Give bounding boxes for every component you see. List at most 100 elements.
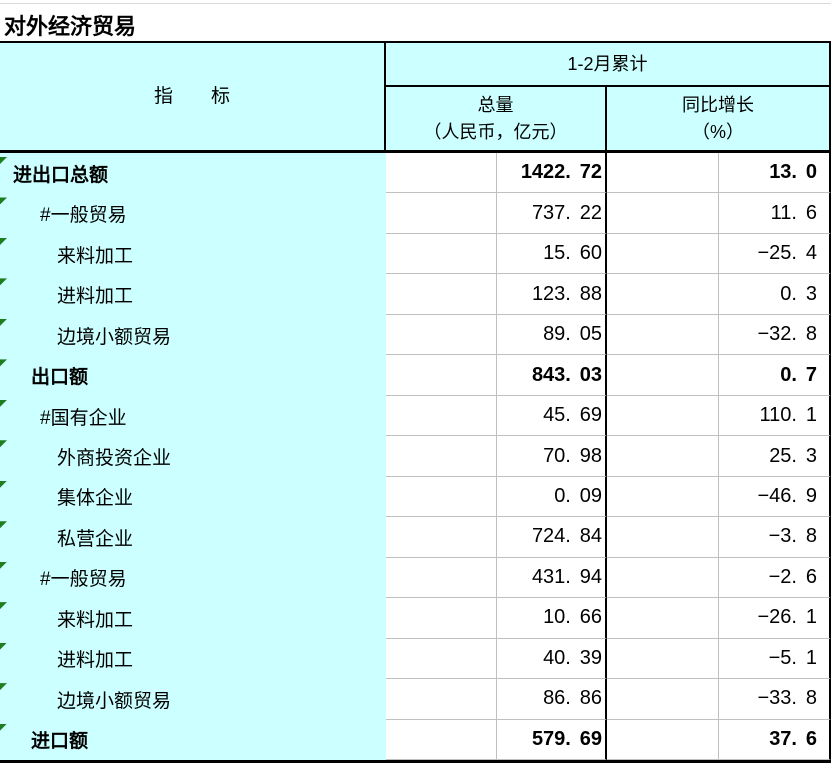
growth-value-cell[interactable]: 25. 3 <box>719 436 831 477</box>
spacer-cell[interactable] <box>607 193 719 234</box>
total-value-cell[interactable]: 40. 39 <box>497 638 607 680</box>
row-label-cell[interactable]: #一般贸易 <box>0 193 386 234</box>
header-total-line2: （人民币，亿元） <box>423 121 568 142</box>
spacer-cell[interactable] <box>607 355 719 396</box>
spacer-cell[interactable] <box>386 193 497 234</box>
total-value-cell[interactable]: 89. 05 <box>497 314 607 356</box>
growth-value-cell[interactable]: −3. 8 <box>719 517 831 558</box>
title-row: 对外经济贸易 <box>0 0 831 43</box>
growth-value-cell[interactable]: 37. 6 <box>719 719 831 761</box>
spacer-cell[interactable] <box>386 395 497 437</box>
growth-value-cell[interactable]: −32. 8 <box>719 314 831 356</box>
growth-value-cell[interactable]: −2. 6 <box>719 557 831 599</box>
total-value-cell[interactable]: 70. 98 <box>497 436 607 477</box>
row-label: 出口额 <box>31 367 89 389</box>
header-total-cell[interactable]: 总量 （人民币，亿元） <box>386 87 607 150</box>
total-value-cell[interactable]: 843. 03 <box>497 355 607 396</box>
spacer-cell[interactable] <box>607 436 719 477</box>
spacer-cell[interactable] <box>607 719 719 761</box>
row-label-cell[interactable]: 出口额 <box>0 355 386 396</box>
row-label-cell[interactable]: 私营企业 <box>0 517 386 558</box>
total-value-cell[interactable]: 724. 84 <box>497 517 607 558</box>
total-value-cell[interactable]: 1422. 72 <box>497 153 607 194</box>
total-value-cell[interactable]: 579. 69 <box>497 719 607 761</box>
spacer-cell[interactable] <box>607 517 719 558</box>
spacer-cell[interactable] <box>386 274 497 315</box>
spacer-cell[interactable] <box>607 638 719 680</box>
row-label: #国有企业 <box>40 407 127 429</box>
spacer-cell[interactable] <box>607 395 719 437</box>
row-label-cell[interactable]: 来料加工 <box>0 233 386 275</box>
spacer-cell[interactable] <box>607 679 719 720</box>
growth-value-cell[interactable]: 0. 7 <box>719 355 831 396</box>
total-value-cell[interactable]: 431. 94 <box>497 557 607 599</box>
row-label-cell[interactable]: 进口额 <box>0 719 386 761</box>
growth-value-cell[interactable]: 0. 3 <box>719 274 831 315</box>
row-label-cell[interactable]: 边境小额贸易 <box>0 679 386 720</box>
green-triangle-icon <box>0 521 7 529</box>
spacer-cell[interactable] <box>386 476 497 518</box>
total-value-cell[interactable]: 45. 69 <box>497 395 607 437</box>
table-row: 进口额 579. 69 37. 6 <box>0 719 831 761</box>
total-value-cell[interactable]: 15. 60 <box>497 233 607 275</box>
spacer-cell[interactable] <box>386 638 497 680</box>
total-value-cell[interactable]: 0. 09 <box>497 476 607 518</box>
spacer-cell[interactable] <box>386 314 497 356</box>
growth-value-cell[interactable]: −25. 4 <box>719 233 831 275</box>
spacer-cell[interactable] <box>607 274 719 315</box>
growth-value-cell[interactable]: 11. 6 <box>719 193 831 234</box>
total-value-cell[interactable]: 737. 22 <box>497 193 607 234</box>
green-triangle-icon <box>0 480 7 488</box>
table-row: 边境小额贸易 86. 86 −33. 8 <box>0 679 831 720</box>
table-row: 外商投资企业 70. 98 25. 3 <box>0 436 831 477</box>
spacer-cell[interactable] <box>607 314 719 356</box>
row-label-cell[interactable]: #国有企业 <box>0 395 386 437</box>
spacer-cell[interactable] <box>386 679 497 720</box>
spacer-cell[interactable] <box>607 598 719 639</box>
spacer-cell[interactable] <box>386 557 497 599</box>
growth-value-cell[interactable]: −33. 8 <box>719 679 831 720</box>
header-growth-line1: 同比增长 <box>682 95 754 116</box>
table-row: #国有企业 45. 69 110. 1 <box>0 395 831 437</box>
header-indicator-cell[interactable]: 指 标 <box>0 43 386 150</box>
total-value-cell[interactable]: 123. 88 <box>497 274 607 315</box>
growth-value-cell[interactable]: −5. 1 <box>719 638 831 680</box>
row-label: 进出口总额 <box>13 164 109 186</box>
table-row: 私营企业 724. 84 −3. 8 <box>0 517 831 558</box>
growth-value-cell[interactable]: −46. 9 <box>719 476 831 518</box>
row-label-cell[interactable]: 边境小额贸易 <box>0 314 386 356</box>
spacer-cell[interactable] <box>607 476 719 518</box>
green-triangle-icon <box>0 278 7 286</box>
total-value-cell[interactable]: 10. 66 <box>497 598 607 639</box>
row-label-cell[interactable]: 进料加工 <box>0 638 386 680</box>
row-label-cell[interactable]: 进料加工 <box>0 274 386 315</box>
row-label-cell[interactable]: 外商投资企业 <box>0 436 386 477</box>
row-label-cell[interactable]: 进出口总额 <box>0 153 386 194</box>
spacer-cell[interactable] <box>386 598 497 639</box>
row-label: 边境小额贸易 <box>57 690 172 712</box>
green-triangle-icon <box>0 197 7 205</box>
spacer-cell[interactable] <box>386 517 497 558</box>
growth-value-cell[interactable]: −26. 1 <box>719 598 831 639</box>
row-label-cell[interactable]: 集体企业 <box>0 476 386 518</box>
header-total-line1: 总量 <box>477 95 514 116</box>
green-triangle-icon <box>0 318 7 326</box>
total-value-cell[interactable]: 86. 86 <box>497 679 607 720</box>
spacer-cell[interactable] <box>386 436 497 477</box>
growth-value-cell[interactable]: 13. 0 <box>719 153 831 194</box>
spacer-cell[interactable] <box>386 233 497 275</box>
growth-value-cell[interactable]: 110. 1 <box>719 395 831 437</box>
row-label-cell[interactable]: 来料加工 <box>0 598 386 639</box>
header-period-cell[interactable]: 1-2月累计 <box>386 43 831 87</box>
spacer-cell[interactable] <box>607 233 719 275</box>
row-label-cell[interactable]: #一般贸易 <box>0 557 386 599</box>
table-row: 进料加工 123. 88 0. 3 <box>0 274 831 315</box>
spacer-cell[interactable] <box>607 153 719 194</box>
spacer-cell[interactable] <box>386 355 497 396</box>
header-growth-cell[interactable]: 同比增长 （%） <box>607 87 831 150</box>
spacer-cell[interactable] <box>386 719 497 761</box>
spacer-cell[interactable] <box>607 557 719 599</box>
spacer-cell[interactable] <box>386 153 497 194</box>
row-label: 进料加工 <box>57 286 134 308</box>
